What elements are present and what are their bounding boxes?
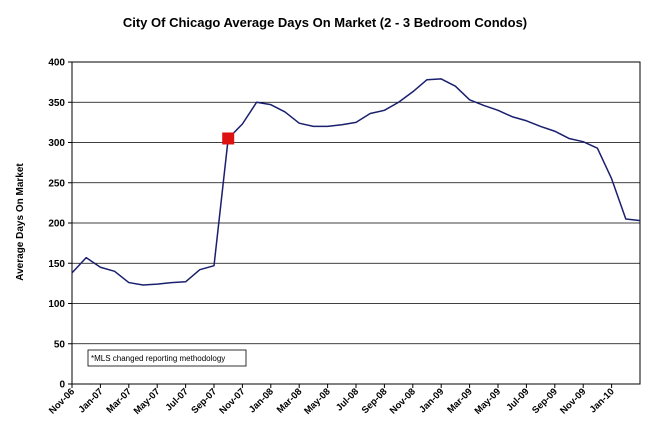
x-tick-label: Nov-08 xyxy=(388,386,418,416)
x-tick-label: Jan-10 xyxy=(588,386,617,415)
x-tick-label: Sep-09 xyxy=(530,386,560,416)
y-tick-label: 150 xyxy=(48,259,65,270)
y-tick-label: 200 xyxy=(48,219,65,230)
y-axis-label: Average Days On Market xyxy=(15,163,26,281)
y-tick-label: 400 xyxy=(48,58,65,69)
x-tick-label: Jan-07 xyxy=(76,386,105,415)
x-tick-label: Jan-09 xyxy=(417,386,446,415)
x-tick-label: Jan-08 xyxy=(247,386,276,415)
chart-title: City Of Chicago Average Days On Market (… xyxy=(123,15,527,30)
gridlines xyxy=(72,101,640,345)
y-tick-label: 50 xyxy=(54,339,66,350)
x-tick-label: Sep-08 xyxy=(360,386,390,416)
x-tick-label: Nov-07 xyxy=(217,386,247,416)
y-tick-label: 100 xyxy=(48,299,65,310)
annotation-box-frame xyxy=(87,349,247,367)
x-tick-label: Jul-07 xyxy=(164,386,191,413)
x-tick-label: May-08 xyxy=(302,386,333,417)
x-tick-label: Mar-09 xyxy=(445,386,474,415)
y-tick-label: 300 xyxy=(48,138,65,149)
annotation-box: *MLS changed reporting methodology xyxy=(87,349,247,367)
x-tick-label: May-09 xyxy=(473,386,504,417)
annotation-text: *MLS changed reporting methodology xyxy=(91,354,225,363)
series-line xyxy=(71,78,641,286)
x-tick-label: Jul-08 xyxy=(334,386,361,413)
x-tick-label: May-07 xyxy=(132,386,163,417)
y-tick-label: 350 xyxy=(48,98,65,109)
x-tick-label: Nov-06 xyxy=(47,386,77,416)
x-tick-label: Mar-07 xyxy=(104,386,133,415)
x-tick-label: Jul-09 xyxy=(504,386,531,413)
x-tick-label: Sep-07 xyxy=(189,386,219,416)
y-tick-label: 250 xyxy=(48,178,65,189)
y-axis-ticks: 0 50 100 150 200 250 300 350 400 xyxy=(48,58,72,391)
methodology-change-marker xyxy=(222,132,235,145)
series-layer xyxy=(71,78,641,286)
y-tick-label: 0 xyxy=(59,380,65,391)
x-tick-label: Nov-09 xyxy=(558,386,588,416)
x-tick-label: Mar-08 xyxy=(275,386,304,415)
